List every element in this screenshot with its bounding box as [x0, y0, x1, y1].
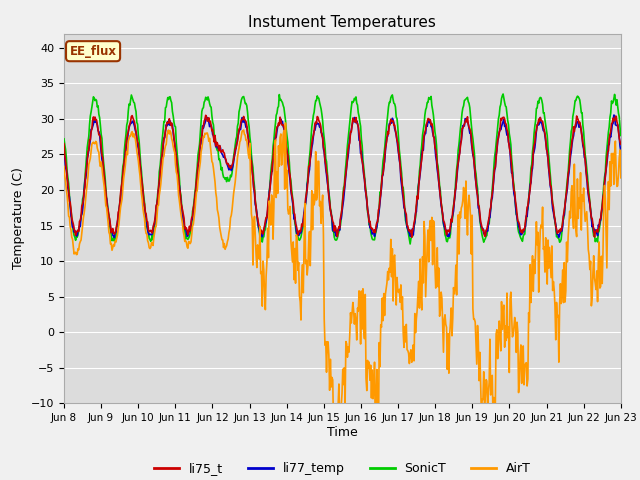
Legend: li75_t, li77_temp, SonicT, AirT: li75_t, li77_temp, SonicT, AirT: [148, 457, 536, 480]
X-axis label: Time: Time: [327, 426, 358, 439]
Title: Instument Temperatures: Instument Temperatures: [248, 15, 436, 30]
Y-axis label: Temperature (C): Temperature (C): [12, 168, 26, 269]
Text: EE_flux: EE_flux: [70, 45, 116, 58]
